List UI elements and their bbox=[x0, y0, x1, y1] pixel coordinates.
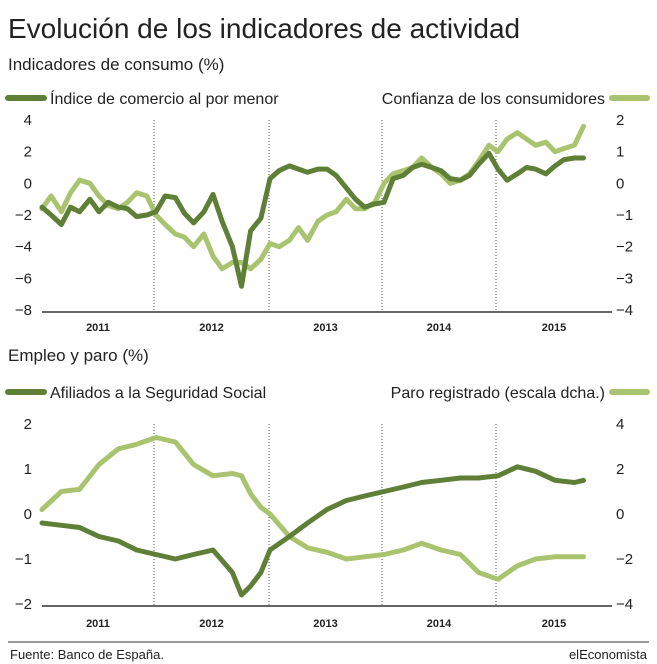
y-tick-left: 2 bbox=[24, 416, 32, 433]
y-tick-right: −2 bbox=[616, 239, 633, 256]
legend-label-right: Confianza de los consumidores bbox=[382, 91, 605, 108]
x-tick-label: 2013 bbox=[313, 618, 337, 630]
footer-source: Fuente: Banco de España. bbox=[10, 647, 164, 662]
y-tick-right: 2 bbox=[616, 112, 624, 129]
y-tick-right: −1 bbox=[616, 207, 633, 224]
y-tick-right: 1 bbox=[616, 144, 624, 161]
x-tick-label: 2014 bbox=[427, 322, 452, 334]
x-tick-label: 2015 bbox=[542, 322, 566, 334]
y-tick-left: 0 bbox=[24, 506, 32, 523]
series-line-right bbox=[39, 123, 586, 272]
chart-panel-1: Indicadores de consumo (%) Índice de come… bbox=[5, 55, 650, 334]
x-tick-label: 2015 bbox=[542, 618, 566, 630]
y-tick-left: −8 bbox=[15, 302, 32, 319]
y-tick-right: −4 bbox=[616, 302, 633, 319]
panel-title: Empleo y paro (%) bbox=[8, 346, 149, 365]
y-tick-left: −2 bbox=[15, 207, 32, 224]
y-tick-left: 4 bbox=[24, 112, 32, 129]
legend-label-left: Índice de comercio al por menor bbox=[50, 89, 279, 108]
y-tick-left: 1 bbox=[24, 461, 32, 478]
panel-title: Indicadores de consumo (%) bbox=[8, 55, 224, 74]
y-tick-right: 2 bbox=[616, 461, 624, 478]
y-tick-right: −2 bbox=[616, 551, 633, 568]
series-line-left bbox=[39, 464, 586, 598]
series-line-left bbox=[39, 150, 586, 289]
chart-title: Evolución de los indicadores de activida… bbox=[8, 13, 520, 44]
footer-brand: elEconomista bbox=[569, 647, 648, 662]
y-tick-left: 2 bbox=[24, 144, 32, 161]
y-tick-left: −6 bbox=[15, 270, 32, 287]
chart-panel-2: Empleo y paro (%) Afiliados a la Segurida… bbox=[5, 346, 650, 630]
y-tick-left: −2 bbox=[15, 596, 32, 613]
panels: Indicadores de consumo (%) Índice de come… bbox=[5, 55, 650, 630]
y-tick-right: −3 bbox=[616, 270, 633, 287]
x-tick-label: 2014 bbox=[427, 618, 452, 630]
y-tick-right: 4 bbox=[616, 416, 624, 433]
y-tick-right: −4 bbox=[616, 596, 633, 613]
x-tick-label: 2012 bbox=[199, 322, 223, 334]
legend-label-left: Afiliados a la Seguridad Social bbox=[50, 385, 266, 402]
y-tick-left: −1 bbox=[15, 551, 32, 568]
y-tick-left: 0 bbox=[24, 175, 32, 192]
x-tick-label: 2013 bbox=[313, 322, 337, 334]
series-line-right bbox=[39, 435, 586, 582]
x-tick-label: 2012 bbox=[199, 618, 223, 630]
legend-label-right: Paro registrado (escala dcha.) bbox=[391, 385, 605, 402]
y-tick-right: 0 bbox=[616, 175, 624, 192]
x-tick-label: 2011 bbox=[86, 618, 110, 630]
y-tick-right: 0 bbox=[616, 506, 624, 523]
x-tick-label: 2011 bbox=[86, 322, 110, 334]
y-tick-left: −4 bbox=[15, 239, 32, 256]
